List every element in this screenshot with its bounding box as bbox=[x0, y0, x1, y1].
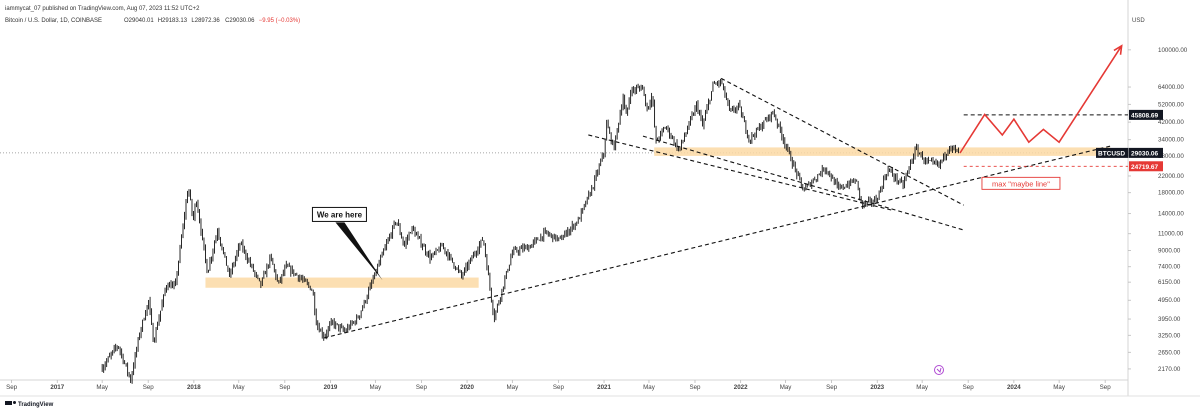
ohlc-row: Bitcoin / U.S. Dollar, 1D, COINBASE O290… bbox=[5, 18, 300, 24]
x-tick-label: 2021 bbox=[597, 384, 611, 391]
x-tick-label: 2020 bbox=[460, 384, 474, 391]
y-tick-label: 18000.00 bbox=[1158, 190, 1184, 197]
x-tick-label: 2024 bbox=[1007, 384, 1021, 391]
x-tick-label: 2017 bbox=[50, 384, 64, 391]
y-tick-label: 14000.00 bbox=[1158, 211, 1184, 218]
support-zone bbox=[654, 147, 1110, 155]
y-axis-layer: USD 100000.00 64000.00 52000.00 42000.00 340… bbox=[1096, 18, 1188, 373]
y-tick-label: 7400.00 bbox=[1158, 264, 1181, 271]
x-tick-label: Sep bbox=[6, 384, 18, 391]
y-tick-label: 100000.00 bbox=[1158, 47, 1188, 54]
ohlc-close: C29030.06 bbox=[225, 18, 255, 24]
x-tick-label: Sep bbox=[416, 384, 428, 391]
tradingview-logo[interactable]: TradingView bbox=[5, 401, 54, 408]
callout-arrow bbox=[335, 222, 382, 280]
x-tick-label: 2023 bbox=[870, 384, 884, 391]
symbol-line: Bitcoin / U.S. Dollar, 1D, COINBASE bbox=[5, 18, 102, 24]
y-tick-label: 2170.00 bbox=[1158, 366, 1181, 373]
replay-icon[interactable] bbox=[935, 366, 944, 375]
y-tick-label: 34000.00 bbox=[1158, 137, 1184, 144]
trendline bbox=[721, 78, 964, 205]
price-label-text: 24719.67 bbox=[1131, 164, 1158, 171]
callout-text: We are here bbox=[317, 210, 363, 219]
x-axis-layer: Sep 2017 May Sep 2018 May Sep 2019 May Sep 2020 May… bbox=[6, 380, 1111, 391]
ohlc-open: O29040.01 bbox=[124, 18, 154, 24]
y-tick-label: 6150.00 bbox=[1158, 279, 1181, 286]
y-tick-label: 3950.00 bbox=[1158, 316, 1181, 323]
publish-line: iammycat_07 published on TradingView.com… bbox=[5, 6, 200, 12]
symbol-tag-border bbox=[1129, 148, 1130, 158]
y-tick-label: 64000.00 bbox=[1158, 84, 1184, 91]
ohlc-change: −9.95 (−0.03%) bbox=[259, 18, 300, 24]
x-tick-label: Sep bbox=[689, 384, 701, 391]
x-tick-label: May bbox=[1053, 384, 1066, 391]
x-tick-label: Sep bbox=[279, 384, 291, 391]
y-tick-label: 2650.00 bbox=[1158, 349, 1181, 356]
y-tick-label: 22000.00 bbox=[1158, 173, 1184, 180]
projection-layer bbox=[960, 46, 1122, 153]
trendline-layer bbox=[324, 78, 1128, 338]
x-tick-label: 2018 bbox=[187, 384, 201, 391]
x-tick-label: May bbox=[233, 384, 246, 391]
ohlc-low: L28972.36 bbox=[191, 18, 220, 24]
currency-label: USD bbox=[1132, 18, 1145, 24]
footer-brand: TradingView bbox=[18, 402, 54, 408]
x-tick-label: Sep bbox=[1100, 384, 1112, 391]
y-tick-label: 52000.00 bbox=[1158, 101, 1184, 108]
x-tick-label: May bbox=[916, 384, 929, 391]
x-tick-label: May bbox=[96, 384, 109, 391]
y-tick-label: 3250.00 bbox=[1158, 332, 1181, 339]
trendline bbox=[324, 146, 1110, 338]
x-tick-label: May bbox=[507, 384, 520, 391]
x-tick-label: May bbox=[643, 384, 656, 391]
ohlc-high: H29183.13 bbox=[158, 18, 188, 24]
y-tick-label: 42000.00 bbox=[1158, 119, 1184, 126]
x-tick-label: 2019 bbox=[324, 384, 338, 391]
x-tick-label: Sep bbox=[963, 384, 975, 391]
x-tick-label: May bbox=[780, 384, 793, 391]
x-tick-label: Sep bbox=[143, 384, 155, 391]
trendline bbox=[588, 135, 894, 211]
price-layer bbox=[102, 79, 958, 384]
y-tick-label: 4950.00 bbox=[1158, 297, 1181, 304]
price-label-text: 45808.69 bbox=[1131, 112, 1158, 119]
support-note-text: max "maybe line" bbox=[992, 179, 1050, 188]
x-tick-label: Sep bbox=[553, 384, 565, 391]
symbol-tag: BTCUSD bbox=[1096, 148, 1129, 158]
x-tick-label: 2022 bbox=[734, 384, 748, 391]
price-label-text: 29030.06 bbox=[1131, 150, 1158, 157]
y-tick-label: 11000.00 bbox=[1158, 231, 1184, 238]
projection-path bbox=[960, 46, 1122, 153]
y-tick-label: 9000.00 bbox=[1158, 247, 1181, 254]
symbol-tag-text: BTCUSD bbox=[1098, 150, 1125, 157]
annotation-layer: We are here max "maybe line" bbox=[312, 177, 1060, 280]
x-tick-label: Sep bbox=[826, 384, 838, 391]
support-zone bbox=[205, 278, 478, 288]
x-tick-label: May bbox=[370, 384, 383, 391]
